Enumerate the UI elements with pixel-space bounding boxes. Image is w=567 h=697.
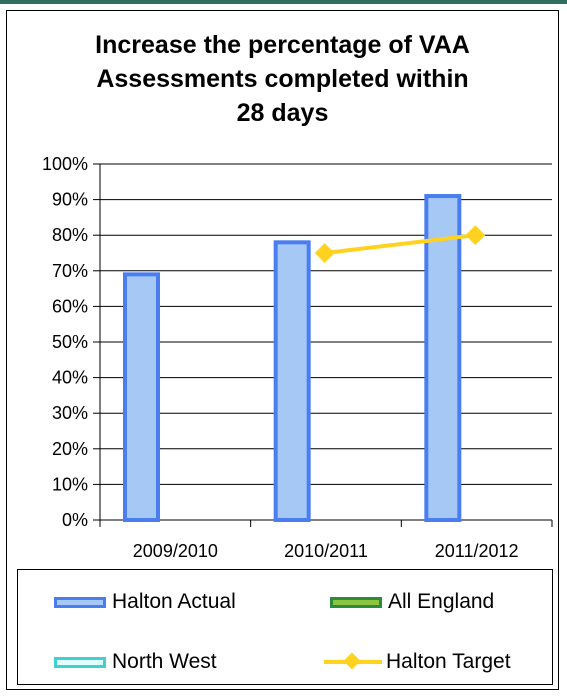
legend-label-halton-target: Halton Target xyxy=(386,650,511,673)
y-tick-label: 100% xyxy=(42,154,88,174)
x-tick-label: 2011/2012 xyxy=(435,541,519,561)
y-tick-label: 50% xyxy=(52,332,88,352)
target-point xyxy=(465,225,486,246)
legend: Halton Actual All England North West Hal… xyxy=(17,569,553,685)
y-tick-label: 20% xyxy=(52,439,88,459)
top-rule xyxy=(0,0,567,4)
x-tick-label: 2010/2011 xyxy=(284,541,368,561)
legend-item-all-england: All England xyxy=(330,589,494,615)
title-line-2: Assessments completed within xyxy=(96,65,469,93)
title-line-1: Increase the percentage of VAA xyxy=(95,31,470,59)
north-west-swatch xyxy=(54,656,106,668)
legend-label-all-england: All England xyxy=(388,590,495,613)
bar xyxy=(123,272,160,522)
y-tick-label: 70% xyxy=(52,261,88,281)
halton-actual-swatch xyxy=(54,596,106,608)
halton-target-swatch xyxy=(324,649,382,675)
target-point xyxy=(314,243,335,263)
x-tick-label: 2009/2010 xyxy=(133,541,218,561)
target-line xyxy=(324,233,476,255)
legend-label-north-west: North West xyxy=(112,650,217,673)
title-line-3: 28 days xyxy=(236,99,329,127)
y-tick-label: 90% xyxy=(52,190,88,210)
legend-item-halton-target: Halton Target xyxy=(324,649,511,675)
y-tick-label: 80% xyxy=(52,225,88,245)
y-tick-label: 10% xyxy=(52,474,88,494)
legend-item-halton-actual: Halton Actual xyxy=(54,589,236,615)
y-tick-label: 40% xyxy=(52,368,88,388)
legend-item-north-west: North West xyxy=(54,649,217,675)
y-tick-label: 30% xyxy=(52,403,88,423)
all-england-swatch xyxy=(330,596,382,608)
bar xyxy=(424,194,462,522)
y-tick-label: 60% xyxy=(52,296,88,316)
bar xyxy=(273,240,311,522)
legend-label-halton-actual: Halton Actual xyxy=(112,590,236,613)
y-tick-label: 0% xyxy=(62,510,88,530)
chart-title: Increase the percentage of VAA Assessmen… xyxy=(6,28,559,130)
